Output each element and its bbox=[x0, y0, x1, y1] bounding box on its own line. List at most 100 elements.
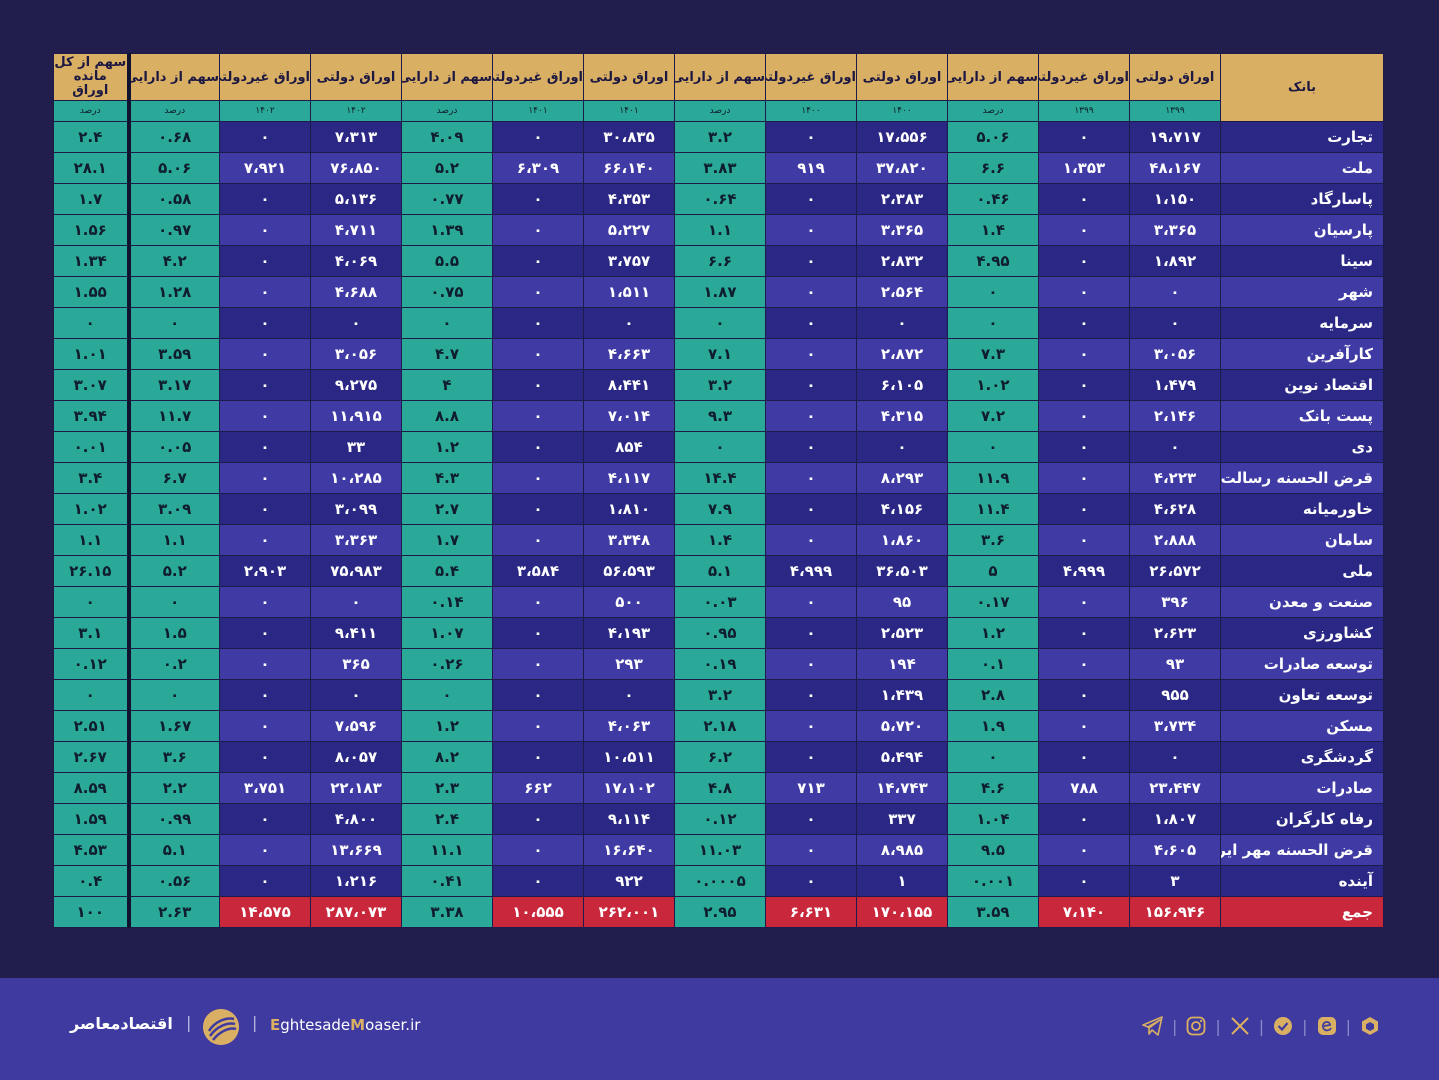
value-cell: ۶.۶ bbox=[947, 152, 1039, 184]
value-cell: ۷،۰۱۴ bbox=[583, 400, 675, 432]
bank-name-cell: پست بانک bbox=[1220, 400, 1384, 432]
table-row: آینده ۳ ۰ ۰.۰۰۱ ۱ ۰ ۰.۰۰۰۵ ۹۲۲ ۰ ۰.۴۱ ۱،۲۱۶ ۰ ۰.۵۶ ۰.… bbox=[53, 865, 1384, 897]
value-cell: ۰ bbox=[219, 803, 311, 835]
value-cell: ۰ bbox=[1038, 741, 1130, 773]
value-cell: ۰.۹۷ bbox=[128, 214, 220, 246]
col-subheader: ۱۴۰۲ bbox=[310, 100, 402, 122]
value-cell: ۰ bbox=[765, 462, 857, 494]
instagram-icon[interactable] bbox=[1183, 1013, 1209, 1039]
rubika-icon[interactable] bbox=[1357, 1013, 1383, 1039]
value-cell: ۷.۳ bbox=[947, 338, 1039, 370]
value-cell: ۰ bbox=[492, 121, 584, 153]
eitaa-icon[interactable] bbox=[1314, 1013, 1340, 1039]
value-cell: ۵،۴۹۴ bbox=[856, 741, 948, 773]
value-cell: ۵ bbox=[947, 555, 1039, 587]
value-cell: ۰ bbox=[765, 369, 857, 401]
divider: | bbox=[186, 1013, 192, 1032]
value-cell: ۰ bbox=[765, 214, 857, 246]
value-cell: ۰ bbox=[856, 431, 948, 463]
value-cell: ۰ bbox=[1129, 307, 1221, 339]
value-cell: ۰ bbox=[492, 400, 584, 432]
value-cell: ۲.۲ bbox=[128, 772, 220, 804]
value-cell: ۰ bbox=[492, 307, 584, 339]
value-cell: ۰ bbox=[492, 865, 584, 897]
table-row: پاسارگاد ۱،۱۵۰ ۰ ۰.۴۶ ۲،۳۸۳ ۰ ۰.۶۴ ۴،۳۵۳ ۰ ۰.۷۷ ۵،… bbox=[53, 183, 1384, 215]
value-cell: ۰.۱ bbox=[947, 648, 1039, 680]
bank-name-cell: کارآفرین bbox=[1220, 338, 1384, 370]
value-cell: ۳.۸۳ bbox=[674, 152, 766, 184]
value-cell: ۰ bbox=[219, 183, 311, 215]
value-cell: ۰ bbox=[947, 741, 1039, 773]
bank-name-cell: پاسارگاد bbox=[1220, 183, 1384, 215]
value-cell: ۲.۹۵ bbox=[674, 896, 766, 928]
value-cell: ۰ bbox=[492, 586, 584, 618]
shield-check-icon[interactable] bbox=[1270, 1013, 1296, 1039]
value-cell: ۱،۸۶۰ bbox=[856, 524, 948, 556]
value-cell: ۴،۳۵۳ bbox=[583, 183, 675, 215]
value-cell: ۰ bbox=[1038, 834, 1130, 866]
value-cell: ۳.۲ bbox=[674, 121, 766, 153]
value-cell: ۱،۸۰۷ bbox=[1129, 803, 1221, 835]
value-cell: ۰ bbox=[219, 214, 311, 246]
value-cell: ۰ bbox=[674, 431, 766, 463]
value-cell: ۰ bbox=[53, 679, 131, 711]
table-row: توسعه صادرات ۹۳ ۰ ۰.۱ ۱۹۴ ۰ ۰.۱۹ ۲۹۳ ۰ ۰.۲۶ ۳۶۵ ۰ ۰.… bbox=[53, 648, 1384, 680]
value-cell: ۵۰۰ bbox=[583, 586, 675, 618]
value-cell: ۰.۲۶ bbox=[401, 648, 493, 680]
value-cell: ۰ bbox=[1038, 493, 1130, 525]
value-cell: ۳،۳۶۵ bbox=[1129, 214, 1221, 246]
value-cell: ۴،۰۶۹ bbox=[310, 245, 402, 277]
value-cell: ۲۹۳ bbox=[583, 648, 675, 680]
table-row: اقتصاد نوین ۱،۴۷۹ ۰ ۱.۰۲ ۶،۱۰۵ ۰ ۳.۲ ۸،۴۴۱ ۰ ۴ ۹،۲… bbox=[53, 369, 1384, 401]
value-cell: ۱.۲ bbox=[947, 617, 1039, 649]
value-cell: ۴.۲ bbox=[128, 245, 220, 277]
value-cell: ۰ bbox=[53, 586, 131, 618]
value-cell: ۰ bbox=[765, 493, 857, 525]
value-cell: ۲.۶۳ bbox=[128, 896, 220, 928]
value-cell: ۱۱.۹ bbox=[947, 462, 1039, 494]
value-cell: ۸،۴۴۱ bbox=[583, 369, 675, 401]
value-cell: ۰ bbox=[219, 524, 311, 556]
value-cell: ۰ bbox=[674, 307, 766, 339]
value-cell: ۰ bbox=[310, 679, 402, 711]
value-cell: ۴،۸۰۰ bbox=[310, 803, 402, 835]
value-cell: ۰ bbox=[765, 803, 857, 835]
col-subheader: ۱۴۰۲ bbox=[219, 100, 311, 122]
col-header: سهم از دارایی bbox=[947, 53, 1039, 101]
table-row: کارآفرین ۳،۰۵۶ ۰ ۷.۳ ۲،۸۷۲ ۰ ۷.۱ ۴،۶۶۳ ۰ ۴.۷ ۳،۰۵۶… bbox=[53, 338, 1384, 370]
value-cell: ۰.۰۰۱ bbox=[947, 865, 1039, 897]
table-row: مسکن ۳،۷۳۴ ۰ ۱.۹ ۵،۷۲۰ ۰ ۲.۱۸ ۴،۰۶۳ ۰ ۱.۲ ۷،۵۹۶ ۰ ۱.… bbox=[53, 710, 1384, 742]
value-cell: ۳۳ bbox=[310, 431, 402, 463]
value-cell: ۱۶،۶۴۰ bbox=[583, 834, 675, 866]
value-cell: ۰ bbox=[765, 400, 857, 432]
table-row: پست بانک ۲،۱۴۶ ۰ ۷.۲ ۴،۳۱۵ ۰ ۹.۳ ۷،۰۱۴ ۰ ۸.۸ ۱۱،۹۱… bbox=[53, 400, 1384, 432]
bank-name-cell: رفاه کارگران bbox=[1220, 803, 1384, 835]
value-cell: ۲،۶۲۳ bbox=[1129, 617, 1221, 649]
value-cell: ۴،۷۱۱ bbox=[310, 214, 402, 246]
website-link[interactable]: EghtesadeMoaser.ir bbox=[270, 1016, 420, 1034]
x-icon[interactable] bbox=[1227, 1013, 1253, 1039]
value-cell: ۱۰،۲۸۵ bbox=[310, 462, 402, 494]
value-cell: ۰ bbox=[1038, 524, 1130, 556]
value-cell: ۰ bbox=[492, 462, 584, 494]
value-cell: ۰ bbox=[219, 679, 311, 711]
value-cell: ۲.۴ bbox=[53, 121, 131, 153]
value-cell: ۰ bbox=[492, 245, 584, 277]
value-cell: ۱۰۰ bbox=[53, 896, 131, 928]
value-cell: ۰ bbox=[1038, 679, 1130, 711]
value-cell: ۰ bbox=[765, 617, 857, 649]
value-cell: ۶،۶۳۱ bbox=[765, 896, 857, 928]
value-cell: ۴،۶۸۸ bbox=[310, 276, 402, 308]
value-cell: ۰.۰۰۰۵ bbox=[674, 865, 766, 897]
value-cell: ۴،۱۵۶ bbox=[856, 493, 948, 525]
value-cell: ۸،۰۵۷ bbox=[310, 741, 402, 773]
value-cell: ۷۶،۸۵۰ bbox=[310, 152, 402, 184]
value-cell: ۹۵ bbox=[856, 586, 948, 618]
telegram-icon[interactable] bbox=[1140, 1013, 1166, 1039]
value-cell: ۰ bbox=[401, 679, 493, 711]
value-cell: ۲.۷ bbox=[401, 493, 493, 525]
value-cell: ۳،۳۶۳ bbox=[310, 524, 402, 556]
value-cell: ۳.۴ bbox=[53, 462, 131, 494]
value-cell: ۱۰،۵۱۱ bbox=[583, 741, 675, 773]
value-cell: ۰ bbox=[947, 431, 1039, 463]
